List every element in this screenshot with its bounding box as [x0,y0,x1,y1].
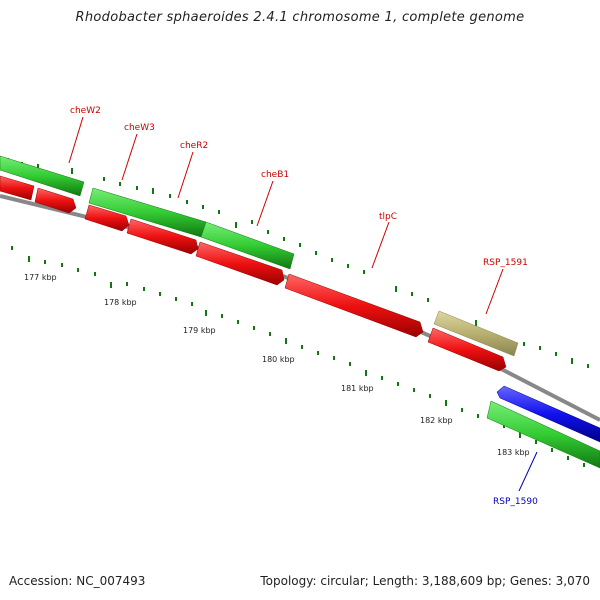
genome-stats-text: Topology: circular; Length: 3,188,609 bp… [260,574,590,588]
gene-arrow-blue[interactable] [496,385,600,443]
kbp-label: 183 kbp [497,448,530,457]
kbp-label: 182 kbp [420,416,453,425]
kbp-label: 181 kbp [341,384,374,393]
gene-arrow-green[interactable] [486,400,600,469]
gene-arrow-olive[interactable] [433,310,519,357]
gene-labels: cheW2 cheW3 cheR2 cheB1 tlpC RSP_1591 RS… [70,106,538,507]
gene-arrow-red[interactable] [195,241,285,286]
gene-arrow-green[interactable] [0,155,85,197]
upper-tick-row [7,158,589,368]
chromosome-backbone [0,194,600,422]
gene-label-cheb1[interactable]: cheB1 [261,170,289,180]
kbp-label: 178 kbp [104,298,137,307]
kbp-label: 177 kbp [24,273,57,282]
green-genes[interactable] [0,155,600,469]
gene-label-chew3[interactable]: cheW3 [124,123,155,133]
gene-arrow-red[interactable] [126,218,199,255]
lower-tick-row [11,246,585,467]
gene-arrow-red[interactable] [0,175,35,201]
gene-label-tlpc[interactable]: tlpC [379,212,397,222]
kbp-label: 179 kbp [183,326,216,335]
gene-label-rsp1590[interactable]: RSP_1590 [493,497,538,507]
accession-text: Accession: NC_007493 [9,574,146,588]
red-genes[interactable] [0,175,507,372]
gene-arrow-green[interactable] [200,221,295,270]
gene-arrow-red[interactable] [427,327,507,372]
map-title: Rhodobacter sphaeroides 2.4.1 chromosome… [75,10,525,25]
gene-arrow-red[interactable] [84,204,130,232]
gene-label-chew2[interactable]: cheW2 [70,106,101,116]
leader-lines [68,116,538,492]
gene-label-cher2[interactable]: cheR2 [180,141,208,151]
gene-arrow-red[interactable] [284,273,424,338]
kbp-label: 180 kbp [262,355,295,364]
gene-label-rsp1591[interactable]: RSP_1591 [483,258,528,268]
kbp-label-group: 177 kbp 178 kbp 179 kbp 180 kbp 181 kbp … [24,273,530,457]
gene-arrow-red[interactable] [34,187,77,214]
